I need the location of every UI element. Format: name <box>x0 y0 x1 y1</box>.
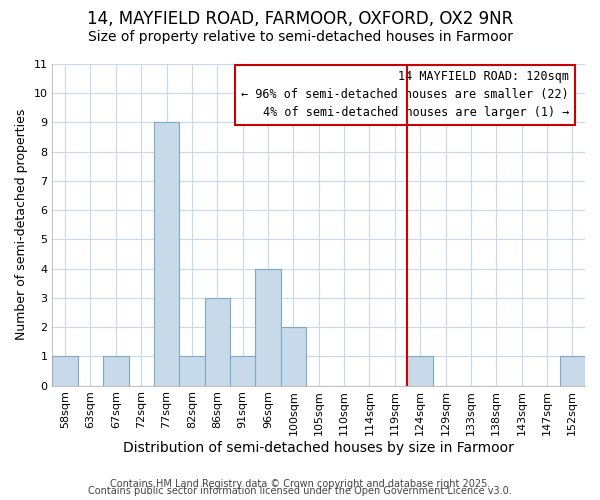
Text: 14 MAYFIELD ROAD: 120sqm
← 96% of semi-detached houses are smaller (22)
4% of se: 14 MAYFIELD ROAD: 120sqm ← 96% of semi-d… <box>241 70 569 120</box>
Bar <box>179 356 205 386</box>
Bar <box>560 356 585 386</box>
Text: Contains public sector information licensed under the Open Government Licence v3: Contains public sector information licen… <box>88 486 512 496</box>
X-axis label: Distribution of semi-detached houses by size in Farmoor: Distribution of semi-detached houses by … <box>123 441 514 455</box>
Bar <box>103 356 128 386</box>
Bar <box>230 356 256 386</box>
Text: 14, MAYFIELD ROAD, FARMOOR, OXFORD, OX2 9NR: 14, MAYFIELD ROAD, FARMOOR, OXFORD, OX2 … <box>87 10 513 28</box>
Bar <box>205 298 230 386</box>
Bar <box>52 356 78 386</box>
Text: Contains HM Land Registry data © Crown copyright and database right 2025.: Contains HM Land Registry data © Crown c… <box>110 479 490 489</box>
Bar <box>407 356 433 386</box>
Bar <box>256 268 281 386</box>
Y-axis label: Number of semi-detached properties: Number of semi-detached properties <box>15 109 28 340</box>
Text: Size of property relative to semi-detached houses in Farmoor: Size of property relative to semi-detach… <box>88 30 512 44</box>
Bar <box>281 327 306 386</box>
Bar <box>154 122 179 386</box>
